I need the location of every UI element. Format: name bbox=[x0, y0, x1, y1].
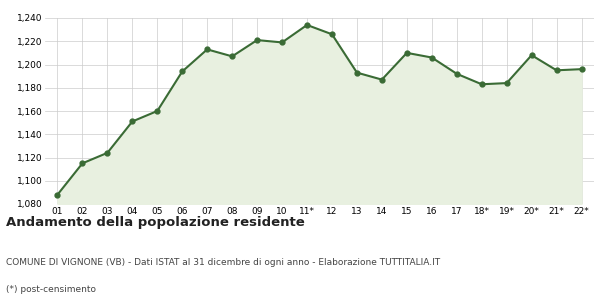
Text: COMUNE DI VIGNONE (VB) - Dati ISTAT al 31 dicembre di ogni anno - Elaborazione T: COMUNE DI VIGNONE (VB) - Dati ISTAT al 3… bbox=[6, 258, 440, 267]
Text: Andamento della popolazione residente: Andamento della popolazione residente bbox=[6, 216, 305, 229]
Text: (*) post-censimento: (*) post-censimento bbox=[6, 285, 96, 294]
